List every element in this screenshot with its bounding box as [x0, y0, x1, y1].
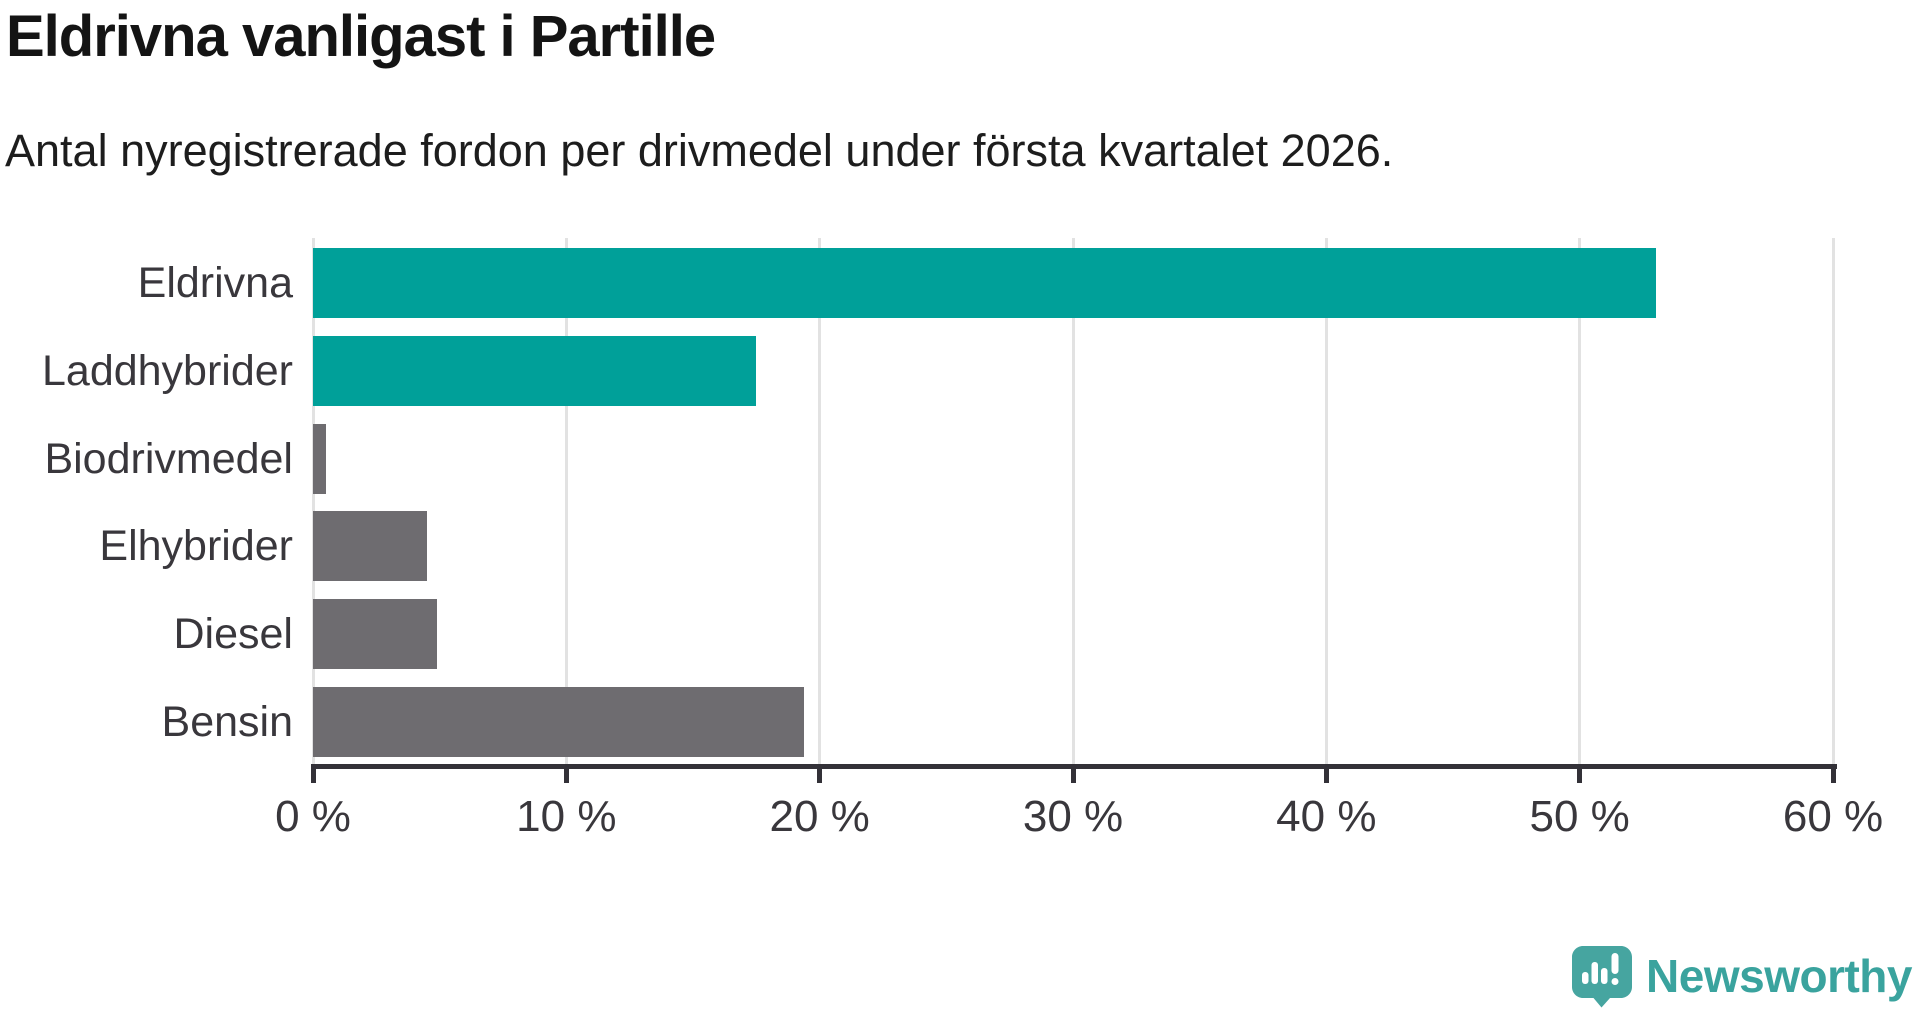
x-axis-tick: [1830, 769, 1836, 783]
gridline: [1071, 238, 1075, 764]
x-axis-tick-label: 40 %: [1276, 792, 1377, 841]
category-label: Laddhybrider: [41, 346, 293, 395]
category-label: Bensin: [161, 698, 293, 746]
category-label: Biodrivmedel: [44, 434, 293, 483]
chart-subtitle: Antal nyregistrerade fordon per drivmede…: [5, 125, 1394, 176]
x-axis-tick-label: 0 %: [275, 792, 351, 841]
x-axis-tick: [817, 769, 823, 783]
gridline: [818, 238, 822, 764]
x-axis-tick-label: 50 %: [1529, 792, 1630, 841]
x-axis-tick: [1070, 769, 1076, 783]
category-label: Eldrivna: [137, 259, 293, 307]
gridline: [1324, 238, 1328, 764]
x-axis-tick: [1323, 769, 1329, 783]
x-axis-tick-label: 10 %: [516, 792, 617, 841]
brand-name: Newsworthy: [1646, 950, 1912, 1002]
newsworthy-logo: Newsworthy: [1570, 944, 1912, 1008]
gridline: [311, 238, 315, 764]
bar-diesel: [313, 599, 438, 670]
gridline: [1831, 238, 1835, 764]
bar-laddhybrider: [313, 335, 757, 406]
x-axis-tick: [1577, 769, 1583, 783]
bar-eldrivna: [313, 248, 1656, 318]
bar-bensin: [313, 687, 805, 757]
x-axis-tick-label: 60 %: [1782, 792, 1884, 841]
x-axis-tick-label: 20 %: [769, 792, 870, 841]
bar-elhybrider: [313, 511, 427, 582]
x-axis-tick: [563, 769, 569, 783]
chart-title: Eldrivna vanligast i Partille: [6, 4, 716, 69]
bar-biodrivmedel: [313, 423, 326, 494]
x-axis-line: [310, 764, 1837, 769]
category-label: Diesel: [173, 610, 294, 659]
gridline: [564, 238, 568, 764]
newsworthy-bubble-chart-icon: [1572, 946, 1633, 1008]
category-label: Elhybrider: [99, 522, 293, 571]
x-axis-tick: [310, 769, 316, 783]
x-axis-tick-label: 30 %: [1022, 792, 1124, 841]
gridline: [1578, 238, 1582, 764]
